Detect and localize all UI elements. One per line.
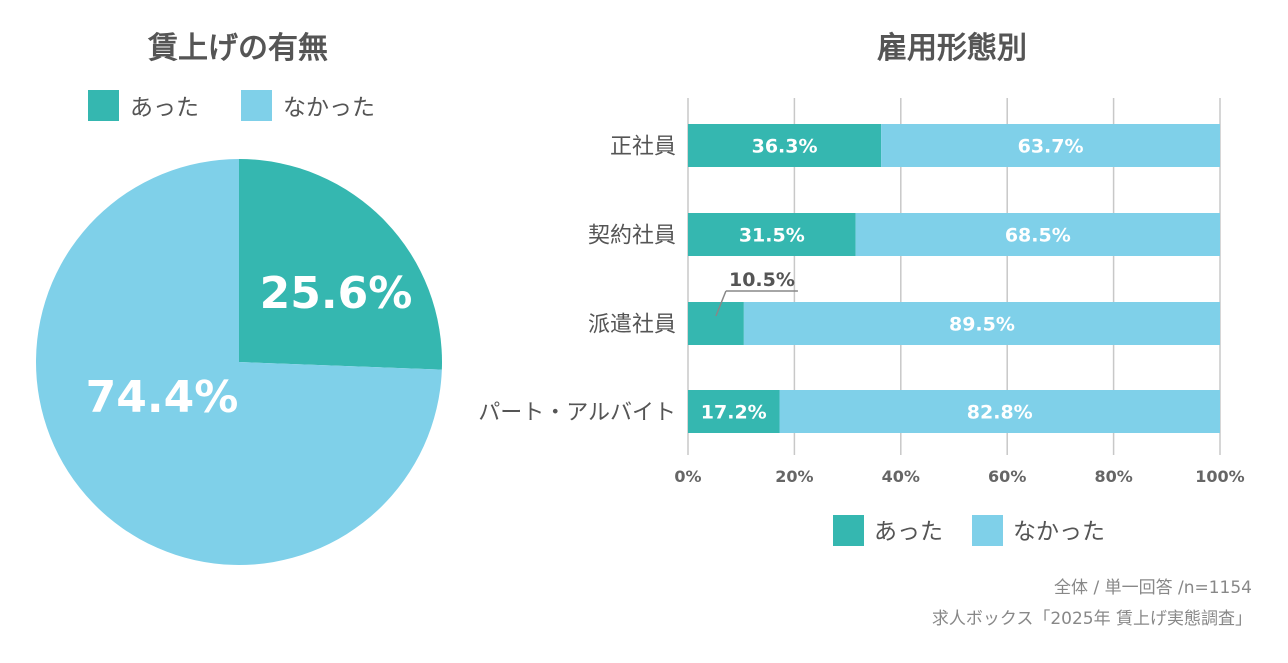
bar-legend: あった なかった (833, 515, 1105, 546)
bar-legend-label-no: なかった (1013, 519, 1105, 545)
bar-chart: 雇用形態別 36.3% 63.7% 31.5% 68.5% 10.5% 89.5% 17.2… (478, 31, 1245, 546)
bar-value-label: 31.5% (739, 225, 805, 247)
bar-value-label: 68.5% (1005, 225, 1071, 247)
bar-segment-no (881, 124, 1220, 167)
bar-segment-no (743, 302, 1220, 345)
category-label: 派遣社員 (588, 313, 676, 338)
callout-leader (715, 290, 727, 317)
pie-slice-no (35, 159, 442, 565)
category-label: パート・アルバイト (478, 401, 676, 426)
pie-legend-swatch-yes (88, 90, 119, 121)
bar-segment-yes (688, 124, 882, 167)
bar-title: 雇用形態別 (877, 31, 1027, 66)
footnote: 全体 / 単一回答 /n=1154 求人ボックス「2025年 賃上げ実態調査」 (932, 578, 1252, 629)
bar-legend-swatch-no (972, 515, 1003, 546)
pie-legend-label-no: なかった (283, 95, 375, 121)
bar-legend-swatch-yes (833, 515, 864, 546)
pie-legend: あった なかった (88, 90, 375, 121)
pie-title: 賃上げの有無 (147, 31, 328, 66)
bar-value-label: 89.5% (949, 314, 1015, 336)
bar-value-label: 82.8% (967, 402, 1033, 424)
category-label: 正社員 (610, 135, 676, 160)
pie-legend-label-yes: あった (130, 95, 199, 121)
bar-value-label: 63.7% (1018, 136, 1084, 158)
bar-segment-yes (688, 302, 744, 345)
bar-legend-label-yes: あった (874, 519, 943, 545)
bar-segment-yes (688, 213, 856, 256)
x-tick-label: 0% (674, 467, 701, 486)
pie-chart: 賃上げの有無 あった なかった 25.6% 74.4% (35, 31, 443, 565)
pie-slice-label-yes: 25.6% (260, 268, 413, 319)
bar-value-label: 36.3% (752, 136, 818, 158)
pie-slice-label-no: 74.4% (86, 372, 239, 423)
bar-segment-yes (688, 390, 780, 433)
pie-slice-yes (239, 159, 443, 370)
x-tick-label: 20% (775, 467, 813, 486)
category-label: 契約社員 (588, 224, 676, 249)
footnote-source: 求人ボックス「2025年 賃上げ実態調査」 (932, 609, 1252, 629)
x-tick-label: 100% (1195, 467, 1244, 486)
bar-value-label: 17.2% (701, 402, 767, 424)
x-tick-label: 60% (988, 467, 1026, 486)
x-tick-label: 40% (882, 467, 920, 486)
bar-segment-no (779, 390, 1220, 433)
bar-segment-no (855, 213, 1220, 256)
pie-legend-swatch-no (241, 90, 272, 121)
x-tick-label: 80% (1094, 467, 1132, 486)
bar-value-label: 10.5% (729, 269, 795, 291)
footnote-sample: 全体 / 単一回答 /n=1154 (1054, 578, 1252, 598)
